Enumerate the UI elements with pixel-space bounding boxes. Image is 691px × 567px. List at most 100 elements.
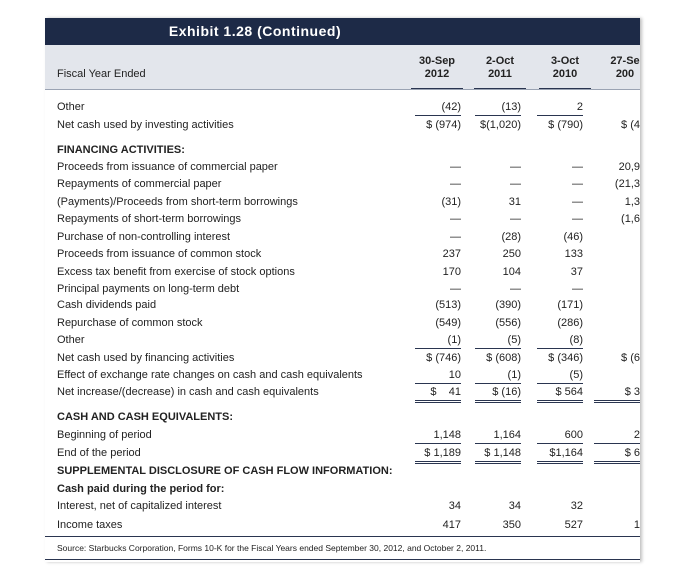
row-label: Income taxes [57, 519, 123, 531]
cell: — [450, 231, 461, 243]
row-label: Repayments of short-term borrowings [57, 213, 242, 225]
cell: $ (608) [486, 352, 521, 364]
cell-rule [594, 400, 640, 403]
cell: 1,148 [433, 429, 461, 441]
cell-rule [475, 115, 521, 116]
cell: 133 [564, 248, 583, 260]
cell-rule [475, 461, 521, 464]
column-header: 27-Se [610, 55, 640, 67]
cell-rule [415, 115, 461, 116]
cell: (1,6 [621, 213, 640, 225]
cell: (390) [495, 299, 521, 311]
cell: $(1,020) [480, 119, 521, 131]
cell: 104 [502, 266, 521, 278]
cell: 237 [442, 248, 461, 260]
cell: 350 [502, 519, 521, 531]
cell-rule [475, 443, 521, 444]
cell: — [572, 196, 583, 208]
cell: (549) [435, 317, 461, 329]
column-header: 2-Oct [485, 55, 515, 67]
cell: — [510, 283, 521, 295]
header-label: Fiscal Year Ended [57, 68, 146, 80]
row-label: Net increase/(decrease) in cash and cash… [57, 386, 319, 398]
header-rule [539, 88, 591, 89]
source-rule-bottom [45, 559, 640, 560]
section-heading: FINANCING ACTIVITIES: [57, 144, 185, 156]
cell: (286) [557, 317, 583, 329]
cell: (171) [557, 299, 583, 311]
exhibit: Exhibit 1.28 (Continued) Fiscal Year End… [45, 18, 640, 562]
row-label: Repurchase of common stock [57, 317, 203, 329]
cell-rule [594, 443, 640, 444]
row-label: Principal payments on long-term debt [57, 283, 240, 295]
row-label: Beginning of period [57, 429, 152, 441]
cell: — [572, 283, 583, 295]
cell: (1) [447, 334, 461, 346]
header-bottom [45, 89, 640, 90]
cell-rule [537, 443, 583, 444]
row-label: Proceeds from issuance of common stock [57, 248, 262, 260]
cell: — [510, 213, 521, 225]
cell: — [450, 213, 461, 225]
header-rule [474, 88, 526, 89]
cell-rule [415, 443, 461, 444]
cell: (5) [569, 369, 583, 381]
cell-rule [537, 348, 583, 349]
title-bar: Exhibit 1.28 (Continued) [45, 18, 640, 45]
row-label: Net cash used by financing activities [57, 352, 235, 364]
cell: 32 [570, 500, 583, 512]
cell-rule [537, 115, 583, 116]
title: Exhibit 1.28 (Continued) [168, 23, 342, 39]
row-label: Purchase of non-controlling interest [57, 231, 231, 243]
cell: 600 [564, 429, 583, 441]
cell: 34 [508, 500, 521, 512]
cell: 417 [442, 519, 461, 531]
cell: — [450, 161, 461, 173]
cell: 250 [502, 248, 521, 260]
cell: 1 [633, 519, 640, 531]
cell: — [572, 213, 583, 225]
row-label: Cash dividends paid [57, 299, 157, 311]
cell: — [450, 178, 461, 190]
row-label: Other [57, 101, 85, 113]
cell: 20,9 [618, 161, 640, 173]
row-label: Interest, net of capitalized interest [57, 500, 222, 512]
cell: (13) [501, 101, 521, 113]
column-header: 30-Sep [418, 55, 456, 67]
cell: $ (6 [621, 352, 640, 364]
cell: (513) [435, 299, 461, 311]
cell: $ 6 [624, 447, 640, 459]
cell: (28) [501, 231, 521, 243]
cell-rule [594, 461, 640, 464]
cell: 31 [508, 196, 521, 208]
row-label: Other [57, 334, 85, 346]
cell: — [450, 283, 461, 295]
row-label: Excess tax benefit from exercise of stoc… [57, 266, 295, 278]
cell: 10 [448, 369, 461, 381]
cell: (5) [507, 334, 521, 346]
column-header: 2012 [424, 68, 450, 80]
source-rule-top [45, 536, 640, 537]
cell: $ (974) [426, 119, 461, 131]
cell-rule [415, 461, 461, 464]
cell: 2 [576, 101, 583, 113]
cell-rule [475, 383, 521, 384]
cell: $ 41 [430, 386, 461, 398]
column-header: 200 [615, 68, 635, 80]
cell: (46) [563, 231, 583, 243]
cell: (42) [441, 101, 461, 113]
cell-rule [415, 348, 461, 349]
cell: — [572, 178, 583, 190]
cell: $ 3 [624, 386, 640, 398]
column-header: 3-Oct [550, 55, 580, 67]
cell-rule [537, 461, 583, 464]
cell: $ (16) [492, 386, 521, 398]
cell: (1) [507, 369, 521, 381]
section-heading: SUPPLEMENTAL DISCLOSURE OF CASH FLOW INF… [57, 465, 393, 477]
cell: 34 [448, 500, 461, 512]
cell: 1,164 [493, 429, 521, 441]
cell-rule [415, 400, 461, 403]
cell: (31) [441, 196, 461, 208]
cell: $ (790) [548, 119, 583, 131]
